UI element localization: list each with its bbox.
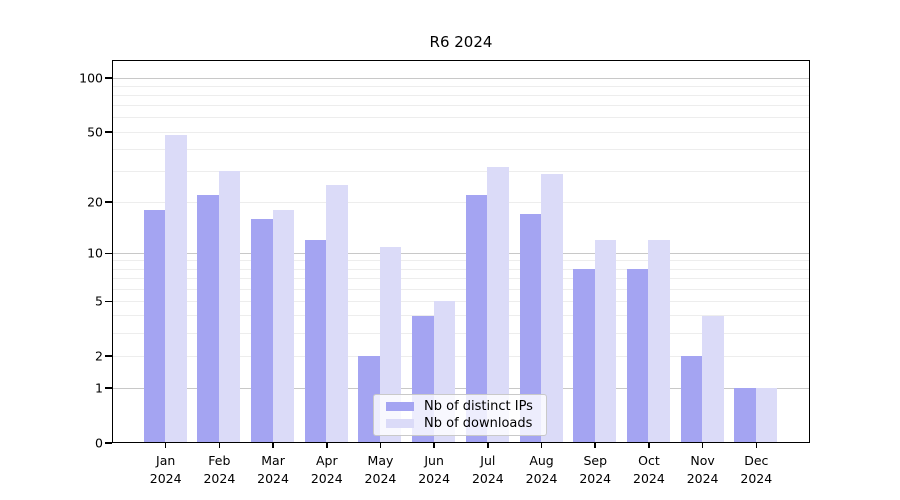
legend-swatch-distinct-ips bbox=[386, 402, 414, 411]
x-tick bbox=[487, 443, 489, 448]
bar-downloads bbox=[702, 315, 724, 443]
legend-label: Nb of distinct IPs bbox=[424, 399, 533, 414]
x-tick bbox=[540, 443, 543, 448]
bar-downloads bbox=[165, 135, 187, 443]
gridline bbox=[112, 117, 810, 119]
y-tick-label: 2 bbox=[95, 348, 103, 364]
y-tick-label: 20 bbox=[87, 194, 103, 210]
bar-downloads bbox=[218, 171, 241, 443]
plot-area bbox=[112, 60, 810, 443]
y-tick-label: 0 bbox=[95, 435, 103, 451]
gridline bbox=[112, 260, 810, 262]
gridline bbox=[112, 131, 810, 133]
y-tick-label: 5 bbox=[95, 293, 103, 309]
x-tick-label: May 2024 bbox=[364, 453, 397, 486]
x-tick-label: Sep 2024 bbox=[579, 453, 612, 486]
gridline bbox=[112, 170, 810, 172]
bar-downloads bbox=[272, 210, 295, 443]
bar-distinct-ips bbox=[143, 210, 166, 443]
x-tick bbox=[379, 443, 382, 448]
x-tick-label: Mar 2024 bbox=[257, 453, 289, 486]
gridline bbox=[112, 105, 810, 107]
legend-item: Nb of downloads bbox=[374, 415, 546, 432]
y-tick bbox=[105, 131, 112, 133]
x-tick-label: Aug 2024 bbox=[525, 453, 558, 486]
legend-item: Nb of distinct IPs bbox=[374, 398, 546, 415]
x-tick-label: Oct 2024 bbox=[633, 453, 665, 486]
y-tick bbox=[105, 77, 112, 79]
y-tick bbox=[105, 201, 112, 204]
x-tick bbox=[164, 443, 167, 448]
gridline bbox=[112, 387, 810, 389]
bar-distinct-ips bbox=[465, 195, 488, 443]
gridline bbox=[112, 148, 810, 150]
legend: Nb of distinct IPs Nb of downloads bbox=[373, 394, 547, 436]
y-tick-label: 10 bbox=[87, 245, 103, 261]
y-tick bbox=[105, 252, 112, 255]
bar-distinct-ips bbox=[304, 240, 327, 443]
gridline bbox=[112, 252, 810, 254]
gridline bbox=[112, 77, 810, 79]
x-tick bbox=[433, 443, 435, 448]
x-tick bbox=[701, 443, 704, 448]
bar-downloads bbox=[487, 166, 509, 443]
chart-title: R6 2024 bbox=[429, 33, 493, 51]
legend-label: Nb of downloads bbox=[424, 416, 533, 431]
x-tick-label: Dec 2024 bbox=[740, 453, 773, 486]
gridline bbox=[112, 95, 810, 97]
gridline bbox=[112, 355, 810, 357]
bar-downloads bbox=[541, 174, 563, 443]
legend-swatch-downloads bbox=[386, 419, 414, 428]
x-tick bbox=[755, 443, 758, 448]
bar-downloads bbox=[648, 240, 670, 443]
x-tick-label: Jun 2024 bbox=[418, 453, 451, 486]
x-tick-label: Nov 2024 bbox=[686, 453, 719, 486]
y-tick-label: 50 bbox=[87, 124, 103, 140]
x-tick bbox=[325, 443, 328, 448]
x-tick bbox=[648, 443, 650, 448]
bar-downloads bbox=[594, 240, 617, 443]
x-tick bbox=[218, 443, 221, 448]
y-tick-label: 100 bbox=[79, 70, 103, 86]
y-tick bbox=[105, 300, 112, 303]
x-tick bbox=[594, 443, 597, 448]
gridline bbox=[112, 315, 810, 317]
x-tick-label: Jan 2024 bbox=[149, 453, 182, 486]
bar-distinct-ips bbox=[734, 388, 756, 443]
bar-distinct-ips bbox=[197, 195, 219, 443]
y-tick bbox=[105, 442, 112, 444]
y-tick bbox=[105, 387, 112, 389]
x-tick bbox=[272, 443, 274, 448]
y-tick bbox=[105, 355, 112, 357]
bar-distinct-ips bbox=[251, 218, 273, 443]
y-tick-label: 1 bbox=[95, 380, 103, 396]
bar-distinct-ips bbox=[573, 269, 595, 443]
x-tick-label: Feb 2024 bbox=[203, 453, 236, 486]
gridline bbox=[112, 288, 810, 290]
gridline bbox=[112, 332, 810, 334]
x-tick-label: Apr 2024 bbox=[310, 453, 343, 486]
bar-downloads bbox=[326, 185, 348, 443]
gridline bbox=[112, 300, 810, 302]
bar-distinct-ips bbox=[680, 356, 703, 443]
x-tick-label: Jul 2024 bbox=[471, 453, 504, 486]
gridline bbox=[112, 85, 810, 87]
gridline bbox=[112, 278, 810, 280]
bar-downloads bbox=[379, 246, 402, 443]
bar-downloads bbox=[755, 388, 778, 443]
bar-distinct-ips bbox=[519, 214, 542, 443]
gridline bbox=[112, 268, 810, 270]
gridline bbox=[112, 201, 810, 203]
bar-distinct-ips bbox=[626, 269, 649, 443]
